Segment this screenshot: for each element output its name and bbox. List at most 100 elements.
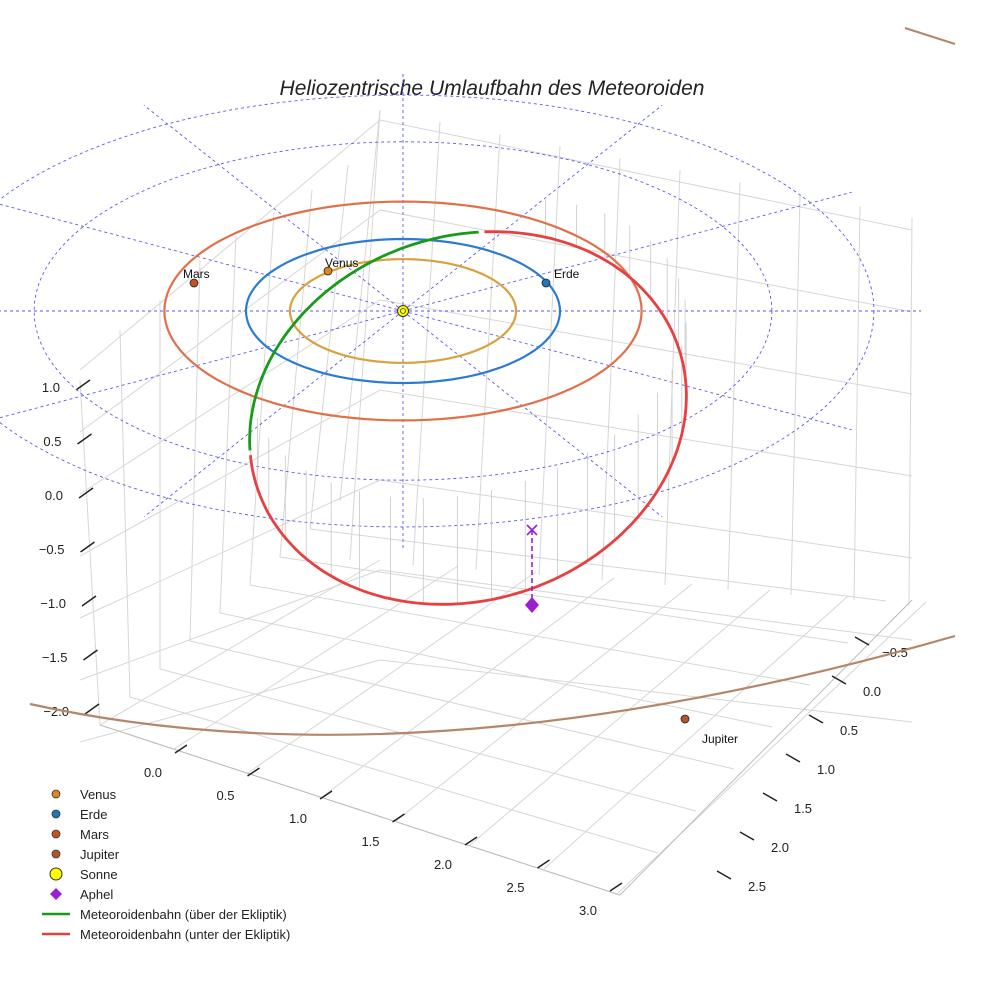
- grid-line: [379, 119, 913, 231]
- ref-spoke: [143, 104, 404, 312]
- grid-line: [219, 612, 773, 728]
- y-tick-label: 1.5: [794, 801, 812, 816]
- planet-orbits: [29, 26, 956, 736]
- grid-line: [475, 133, 501, 571]
- x-tick-label: 2.5: [506, 880, 524, 895]
- ref-spoke: [0, 310, 404, 419]
- grid-line: [395, 583, 693, 822]
- x-axis-ticks: 0.0 0.5 1.0 1.5 2.0 2.5 3.0: [144, 744, 623, 918]
- grid-line: [379, 299, 913, 395]
- x-tick-label: 3.0: [579, 903, 597, 918]
- z-tick-label: 0.5: [43, 434, 61, 449]
- x-tick-label: 1.0: [289, 811, 307, 826]
- label-erde: Erde: [554, 267, 580, 281]
- legend-label: Aphel: [80, 887, 113, 902]
- x-tick-mark: [392, 813, 405, 823]
- legend-label: Erde: [80, 807, 107, 822]
- x-tick-mark: [247, 767, 260, 777]
- label-jupiter: Jupiter: [702, 732, 738, 746]
- grid-line: [412, 121, 441, 566]
- grid-line: [173, 565, 459, 750]
- grid-line: [79, 299, 381, 495]
- grid-line: [379, 389, 913, 477]
- label-mars: Mars: [183, 267, 210, 281]
- orbit-drop-lines: [250, 199, 687, 604]
- x-tick-label: 0.5: [216, 788, 234, 803]
- grid-line: [339, 109, 381, 502]
- marker-venus: [323, 266, 333, 276]
- grid-line: [189, 640, 735, 770]
- meteoroid-orbit: [248, 230, 688, 606]
- legend-swatch: [49, 867, 63, 881]
- z-tick-mark: [81, 595, 97, 607]
- legend-label: Mars: [80, 827, 109, 842]
- grid-line: [349, 109, 381, 561]
- x-tick-label: 1.5: [361, 834, 379, 849]
- y-tick-mark: [785, 753, 801, 763]
- orbit-erde: [244, 237, 562, 385]
- grid-line: [309, 528, 887, 602]
- x-tick-mark: [537, 859, 550, 869]
- legend-label: Venus: [80, 787, 117, 802]
- marker-mars: [189, 278, 199, 288]
- grid-line: [279, 556, 849, 644]
- ref-spoke: [0, 203, 404, 312]
- grid-line: [79, 479, 381, 619]
- x-tick-label: 2.0: [434, 857, 452, 872]
- ref-spoke: [402, 104, 663, 312]
- planet-markers: Venus Erde Mars Jupiter: [183, 256, 738, 746]
- label-venus: Venus: [325, 256, 358, 270]
- legend-item: Meteoroidenbahn (unter der Ekliptik): [42, 927, 290, 942]
- y-tick-mark: [716, 870, 732, 880]
- legend-item: Sonne: [49, 867, 118, 882]
- orbit-mars: [163, 200, 643, 422]
- x-tick-mark: [464, 836, 478, 846]
- legend-label: Meteoroidenbahn (über der Ekliptik): [80, 907, 287, 922]
- grid-line: [379, 479, 913, 559]
- grid-line: [664, 169, 681, 586]
- z-tick-mark: [83, 649, 98, 661]
- y-tick-mark: [762, 792, 778, 802]
- ecliptic-reference-grid: [0, 73, 922, 549]
- grid-line: [119, 329, 131, 698]
- sun-marker-inner: [400, 308, 406, 314]
- grid-line: [790, 193, 801, 596]
- y-tick-label: 0.0: [863, 684, 881, 699]
- grid-line: [321, 577, 615, 798]
- legend-item: Venus: [51, 787, 117, 802]
- grid-line: [79, 379, 101, 726]
- y-tick-mark: [739, 831, 755, 841]
- legend-item: Mars: [51, 827, 109, 842]
- floor-edge: [619, 599, 913, 896]
- grid-line: [219, 235, 237, 614]
- grid-line: [247, 571, 537, 774]
- legend: Venus Erde Mars Jupiter Sonne Aphel Meteoroide…: [42, 787, 290, 942]
- grid-line: [379, 209, 913, 313]
- x-tick-mark: [319, 790, 333, 800]
- legend-label: Sonne: [80, 867, 118, 882]
- z-tick-label: −0.5: [39, 542, 65, 557]
- z-tick-mark: [80, 541, 95, 553]
- grid-line: [379, 569, 913, 641]
- orbit-jupiter-upper: [904, 26, 956, 46]
- y-tick-label: 1.0: [817, 762, 835, 777]
- orbit-venus: [288, 258, 518, 364]
- legend-item: Aphel: [50, 887, 113, 902]
- legend-swatch: [51, 849, 61, 859]
- grid-line: [309, 164, 349, 530]
- z-tick-mark: [77, 433, 92, 445]
- legend-swatch: [51, 829, 61, 839]
- grid-line: [379, 659, 913, 723]
- marker-jupiter: [680, 714, 690, 724]
- z-tick-label: 0.0: [45, 488, 63, 503]
- legend-item: Erde: [51, 807, 107, 822]
- legend-label: Meteoroidenbahn (unter der Ekliptik): [80, 927, 290, 942]
- grid-line: [79, 659, 381, 743]
- y-axis-ticks: −0.50.00.51.01.52.02.5: [716, 636, 908, 894]
- grid-line: [79, 119, 381, 371]
- z-tick-label: 1.0: [42, 380, 60, 395]
- y-tick-label: 2.0: [771, 840, 789, 855]
- grid-line: [79, 389, 381, 557]
- grid-line: [908, 217, 913, 606]
